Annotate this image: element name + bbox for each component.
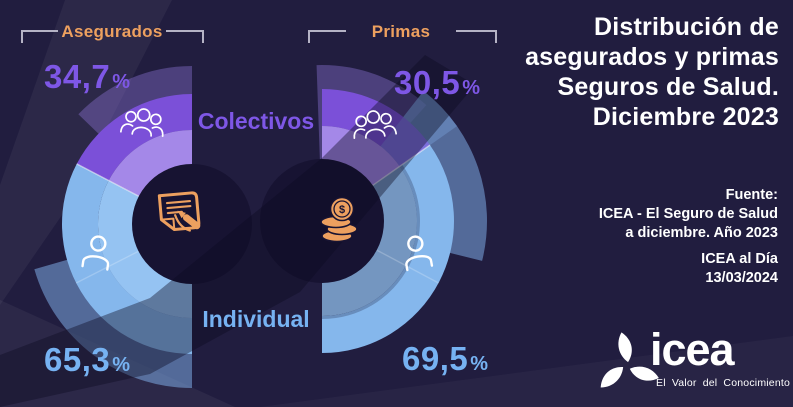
header-brackets xyxy=(21,30,497,43)
primas-bracket-right xyxy=(456,30,497,43)
source-line: a diciembre. Año 2023 xyxy=(625,225,778,241)
asegurados-bracket-left xyxy=(21,30,58,43)
title-line: asegurados y primas xyxy=(525,43,779,71)
asegurados-colectivos-value: 34,7% xyxy=(44,58,131,96)
value-number: 30,5 xyxy=(394,64,461,101)
right-donut-segment-individual-inner xyxy=(322,166,417,316)
left-donut-segment-colectivos xyxy=(76,94,192,181)
right-donut-segment-colectivos-inner xyxy=(322,126,400,188)
page-title: Distribución de asegurados y primas Segu… xyxy=(525,12,779,132)
percent-sign: % xyxy=(470,353,489,375)
value-number: 69,5 xyxy=(402,340,469,377)
person-icon xyxy=(81,235,110,271)
left-donut-segment-colectivos-inner xyxy=(108,130,192,198)
title-line: Seguros de Salud. xyxy=(557,73,779,101)
value-number: 65,3 xyxy=(44,341,111,378)
contract-pen-icon xyxy=(157,191,201,232)
source-label: Fuente: xyxy=(725,187,778,203)
source-block: Fuente: ICEA - El Seguro de Salud a dici… xyxy=(599,186,778,243)
bulletin-name: ICEA al Día xyxy=(701,251,778,267)
people-group-icon xyxy=(120,108,164,137)
dark-petal-overlay xyxy=(0,55,475,407)
svg-text:$: $ xyxy=(339,204,345,216)
icea-logo-word: icea xyxy=(650,324,735,375)
bulletin-date: 13/03/2024 xyxy=(705,270,778,286)
individual-segment-label: Individual xyxy=(202,306,310,332)
percent-sign: % xyxy=(112,354,131,376)
asegurados-individual-value: 65,3% xyxy=(44,341,131,379)
title-line: Diciembre 2023 xyxy=(592,103,779,131)
colectivos-segment-label: Colectivos xyxy=(197,108,315,134)
icea-logo-icon xyxy=(600,332,659,388)
primas-bracket-left xyxy=(308,30,346,43)
value-number: 34,7 xyxy=(44,58,111,95)
percent-sign: % xyxy=(112,71,131,93)
percent-sign: % xyxy=(462,77,481,99)
asegurados-bracket-right xyxy=(166,30,204,43)
right-donut-segment-colectivos xyxy=(322,89,430,167)
coins-icon: $ xyxy=(320,196,358,243)
left-donut-segment-individual xyxy=(62,163,192,354)
title-line: Distribución de xyxy=(594,13,779,41)
person-icon xyxy=(405,235,434,272)
bulletin-block: ICEA al Día 13/03/2024 xyxy=(701,250,778,288)
left-segment-separator xyxy=(76,163,141,198)
right-donut-segment-individual xyxy=(322,145,454,353)
primas-header-label: Primas xyxy=(371,22,431,41)
primas-colectivos-value: 30,5% xyxy=(394,64,481,102)
people-group-icon xyxy=(353,110,397,139)
right-violet-overlap xyxy=(380,90,457,167)
left-donut-segment-individual-inner xyxy=(97,180,192,318)
source-line: ICEA - El Seguro de Salud xyxy=(598,206,778,222)
asegurados-header-label: Asegurados xyxy=(61,22,163,41)
primas-individual-value: 69,5% xyxy=(402,340,489,378)
icea-logo-tagline: El Valor del Conocimiento xyxy=(656,377,791,389)
right-segment-separator xyxy=(369,144,431,189)
right-inner-shade xyxy=(322,164,420,319)
